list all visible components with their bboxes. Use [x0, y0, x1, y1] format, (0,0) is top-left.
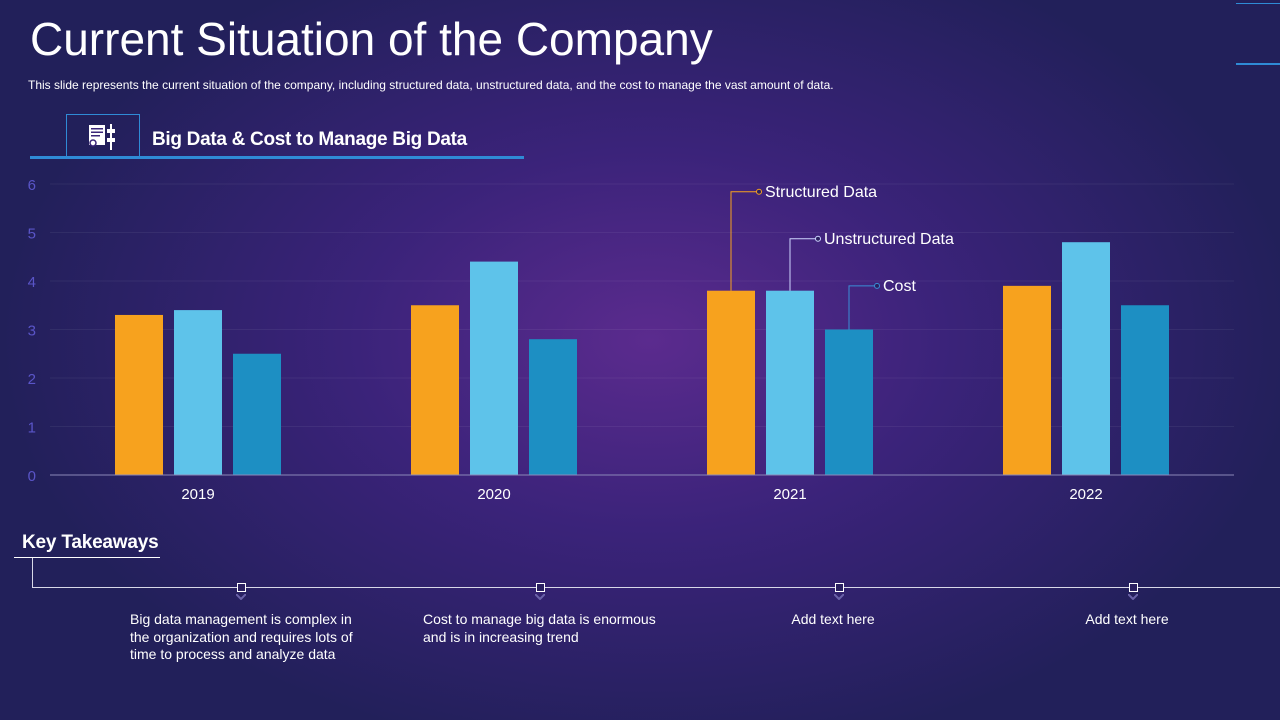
chart-legend-callouts: Structured Data Unstructured Data Cost: [730, 184, 954, 330]
takeaway-text: Add text here: [1085, 611, 1169, 627]
bar: [115, 314, 163, 475]
timeline-node: [1129, 583, 1138, 592]
legend-label: Cost: [883, 278, 916, 295]
page-title: Current Situation of the Company: [30, 13, 713, 65]
x-tick-label: 2019: [181, 486, 214, 503]
bar: [174, 310, 222, 475]
y-tick-label: 6: [28, 177, 36, 194]
takeaway-text: Big data management is complex in the or…: [130, 611, 353, 662]
legend-label: Unstructured Data: [824, 231, 954, 248]
timeline-node: [237, 583, 246, 592]
legend-leader-line: [848, 285, 877, 330]
chevron-down-icon: [1128, 594, 1138, 600]
legend-leader-dot: [815, 235, 821, 242]
y-tick-label: 1: [28, 420, 36, 437]
corner-accent-line: [1236, 63, 1280, 65]
timeline-connector: [32, 558, 33, 588]
page-subtitle: This slide represents the current situat…: [28, 78, 834, 92]
bar-chart: 0 1 2 3 4 5 6 2019 2020 2021 2022 Structured Data…: [27, 177, 1234, 503]
takeaway-text: Add text here: [791, 611, 875, 627]
chart-heading-underline: [30, 156, 524, 159]
bar: [825, 329, 873, 475]
bar: [529, 339, 577, 475]
legend-leader-dot: [756, 188, 762, 195]
chart-bars: [115, 242, 1169, 475]
y-tick-label: 0: [28, 468, 36, 485]
bar: [707, 290, 755, 475]
legend-leader-line: [730, 191, 759, 291]
chevron-down-icon: [236, 594, 246, 600]
key-takeaways-underline: [14, 557, 160, 558]
x-axis: 2019 2020 2021 2022: [50, 474, 1234, 503]
bar: [1062, 242, 1110, 475]
takeaway-text: Cost to manage big data is enormous and …: [423, 611, 656, 645]
y-tick-label: 5: [28, 226, 36, 243]
y-tick-label: 2: [28, 371, 36, 388]
bar: [411, 305, 459, 475]
timeline-node: [536, 583, 545, 592]
x-tick-label: 2021: [773, 486, 806, 503]
x-tick-label: 2022: [1069, 486, 1102, 503]
x-tick-label: 2020: [477, 486, 510, 503]
timeline-line: [32, 587, 1280, 588]
chevron-down-icon: [535, 594, 545, 600]
legend-label: Structured Data: [765, 184, 877, 201]
chart-gridlines: [50, 183, 1234, 427]
chart-heading: Big Data & Cost to Manage Big Data: [152, 129, 467, 150]
bar: [1003, 285, 1051, 475]
y-tick-label: 3: [28, 323, 36, 340]
y-axis-ticks: 0 1 2 3 4 5 6: [28, 177, 36, 485]
chevron-down-icon: [834, 594, 844, 600]
bar: [766, 290, 814, 475]
legend-leader-line: [789, 238, 818, 291]
timeline-node: [835, 583, 844, 592]
bar: [470, 261, 518, 475]
chart-icon-frame: [66, 114, 140, 157]
corner-accent-line: [1236, 3, 1280, 4]
server-document-icon: [89, 124, 115, 150]
bar: [233, 353, 281, 475]
y-tick-label: 4: [28, 274, 36, 291]
bar: [1121, 305, 1169, 475]
legend-leader-dot: [874, 282, 880, 289]
key-takeaways-title: Key Takeaways: [22, 532, 159, 553]
